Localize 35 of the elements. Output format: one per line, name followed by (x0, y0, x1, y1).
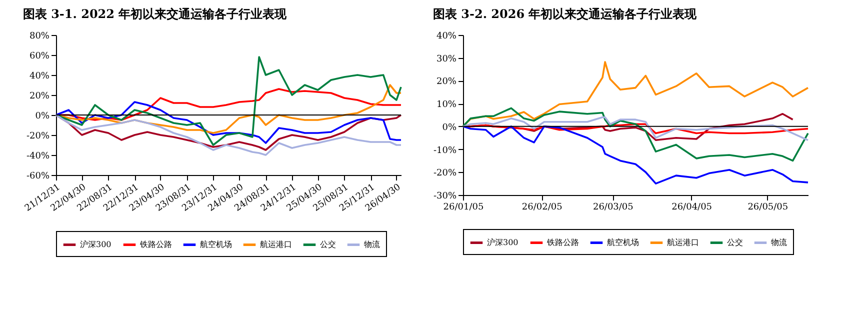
x-tick-label: 26/05/05 (748, 202, 788, 212)
x-tick-label: 26/01/05 (443, 202, 484, 212)
y-tick-label: -20% (433, 168, 457, 179)
x-tick-label: 26/04/05 (672, 202, 712, 212)
legend-label: 航空机场 (607, 238, 639, 247)
y-tick-label: 20% (436, 77, 457, 88)
legend-label: 航运港口 (260, 240, 292, 249)
chart-title: 图表 3-1. 2022 年初以来交通运输各子行业表现 (22, 7, 288, 21)
legend-label: 铁路公路 (546, 238, 579, 247)
y-tick-label: 40% (436, 32, 457, 42)
legend-label: 物流 (771, 238, 787, 247)
y-tick-label: -10% (433, 146, 457, 156)
legend-label: 沪深300 (487, 238, 518, 247)
y-tick-label: 30% (436, 54, 457, 64)
legend-label: 物流 (364, 240, 380, 249)
legend-label: 航空机场 (200, 240, 232, 249)
y-tick-label: -20% (26, 132, 50, 142)
y-tick-label: 40% (29, 72, 50, 82)
legend-label: 航运港口 (667, 238, 699, 247)
y-tick-label: 0% (442, 122, 457, 133)
y-tick-label: 0% (35, 112, 50, 122)
legend-label: 沪深300 (80, 240, 112, 249)
legend-label: 铁路公路 (139, 240, 172, 249)
x-tick-label: 26/03/05 (592, 202, 634, 212)
legend-label: 公交 (320, 240, 336, 249)
chart-title: 图表 3-2. 2026 年初以来交通运输各子行业表现 (432, 7, 698, 21)
y-tick-label: 10% (436, 100, 457, 110)
y-tick-label: 80% (29, 32, 50, 42)
y-tick-label: 60% (29, 52, 50, 62)
y-tick-label: -30% (433, 192, 457, 202)
y-tick-label: -40% (26, 152, 50, 162)
x-tick-label: 26/02/05 (522, 202, 563, 212)
legend-label: 公交 (727, 238, 743, 247)
y-tick-label: 20% (29, 92, 50, 102)
y-tick-label: -60% (26, 172, 50, 182)
